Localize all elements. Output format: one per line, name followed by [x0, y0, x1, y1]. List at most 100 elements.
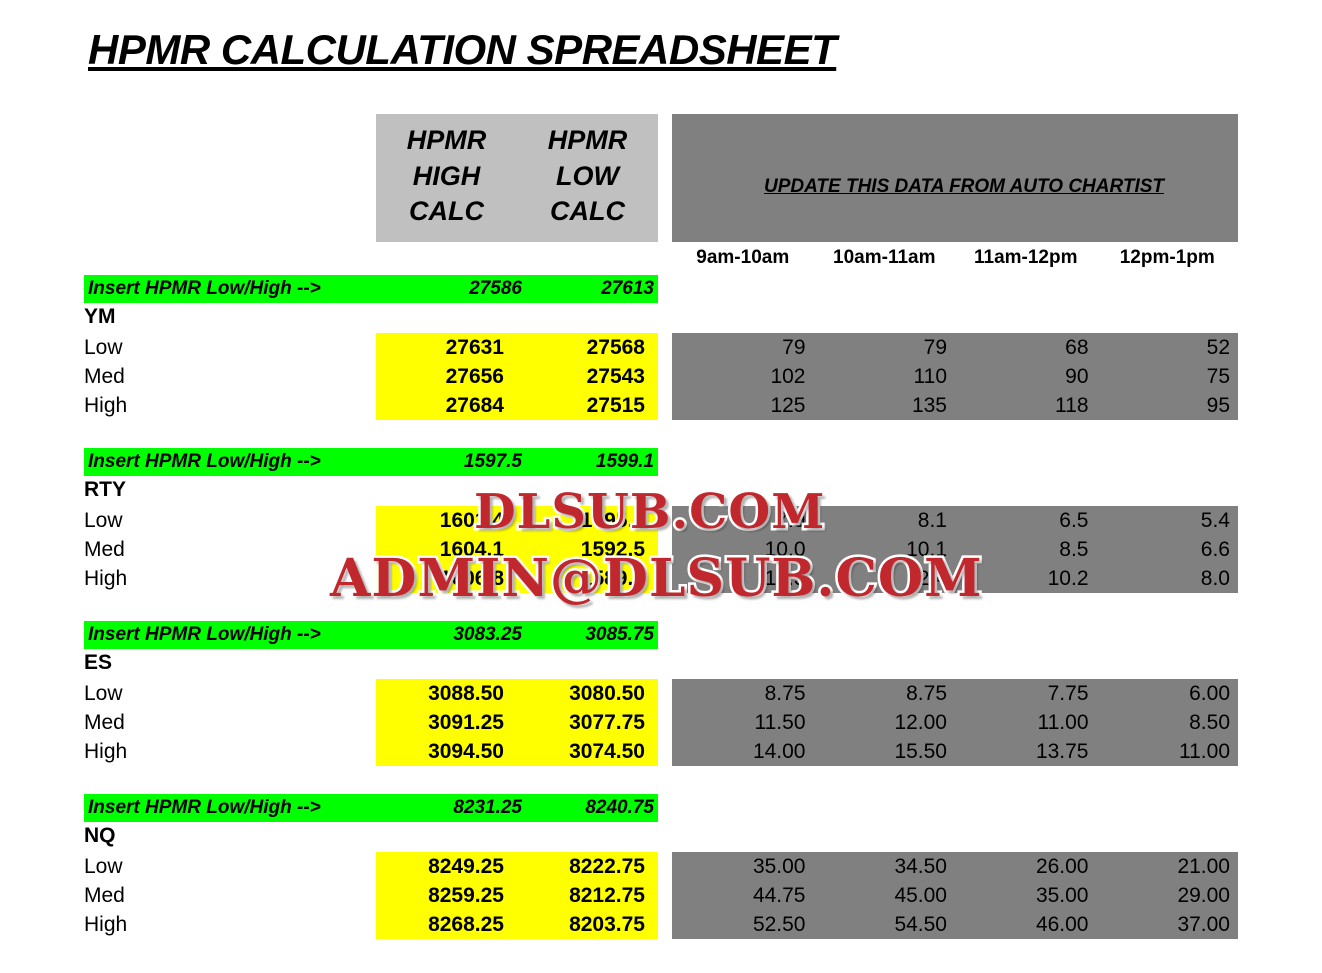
hourly-data-cell[interactable]: 68: [1065, 336, 1089, 359]
hourly-data-cell[interactable]: 10.1: [906, 538, 947, 561]
hourly-data-cell[interactable]: 7.75: [1047, 682, 1089, 705]
insert-hpmr-label: Insert HPMR Low/High -->: [88, 451, 321, 472]
hpmr-low-calc-cell: 3074.50: [569, 740, 645, 763]
hourly-data-cell[interactable]: 21.00: [1177, 855, 1230, 878]
hpmr-high-calc-cell: 27631: [445, 336, 504, 359]
hpmr-low-calc-line3: CALC: [550, 196, 625, 227]
row-label: Med: [84, 884, 125, 907]
hourly-data-cell[interactable]: 44.75: [752, 884, 806, 907]
hourly-data-cell[interactable]: 8.1: [917, 509, 947, 532]
row-label: Low: [84, 855, 123, 878]
hpmr-low-calc-cell: 1592.5: [580, 538, 645, 561]
hpmr-high-calc-cell: 27656: [445, 365, 504, 388]
insert-hpmr-row[interactable]: Insert HPMR Low/High --> 3083.25 3085.75: [84, 621, 658, 649]
page-title: HPMR CALCULATION SPREADSHEET: [88, 26, 837, 73]
data-row: 79 79 68 52: [672, 333, 1238, 362]
calc-row: 1604.1 1592.5: [376, 535, 658, 564]
hourly-data-cell[interactable]: 26.00: [1035, 855, 1089, 878]
insert-hpmr-high-value[interactable]: 8240.75: [585, 797, 654, 818]
hourly-data-cell[interactable]: 135: [911, 394, 947, 417]
hourly-data-cell[interactable]: 11.00: [1179, 740, 1230, 763]
row-label: High: [84, 394, 128, 417]
hourly-data-cell[interactable]: 12.3: [764, 567, 806, 590]
hourly-data-cell[interactable]: 52: [1206, 336, 1230, 359]
hourly-data-cell[interactable]: 110: [913, 365, 947, 388]
hpmr-low-calc-cell: 8212.75: [569, 884, 645, 907]
hourly-data-cell[interactable]: 79: [923, 336, 947, 359]
row-label: Med: [84, 711, 125, 734]
hpmr-high-calc-line2: HIGH: [412, 160, 481, 191]
hourly-data-cell[interactable]: 6.6: [1200, 538, 1230, 561]
hpmr-high-calc-cell: 8249.25: [428, 855, 504, 878]
hourly-data-cell[interactable]: 10.2: [1047, 567, 1089, 590]
hourly-data-cell[interactable]: 8.0: [1200, 567, 1230, 590]
hpmr-high-calc-cell: 27684: [445, 394, 504, 417]
hourly-data-cell[interactable]: 79: [782, 336, 806, 359]
hourly-data-cell[interactable]: 35.00: [752, 855, 806, 878]
update-data-banner: UPDATE THIS DATA FROM AUTO CHARTIST: [672, 114, 1238, 242]
insert-hpmr-low-value[interactable]: 1597.5: [463, 451, 522, 472]
hourly-data-cell[interactable]: 37.00: [1177, 913, 1230, 936]
insert-hpmr-low-value[interactable]: 8231.25: [453, 797, 522, 818]
hpmr-high-calc-line1: HPMR: [406, 125, 487, 155]
hourly-data-cell[interactable]: 7.9: [776, 509, 806, 532]
hourly-data-box: 8.75 8.75 7.75 6.00 11.50 12.00 11.00 8.50 14.00…: [672, 679, 1238, 766]
hourly-data-cell[interactable]: 11.00: [1037, 711, 1089, 734]
hpmr-high-calc-cell: 8268.25: [428, 913, 504, 936]
insert-hpmr-row[interactable]: Insert HPMR Low/High --> 27586 27613: [84, 275, 658, 303]
row-labels: Low Med High: [84, 506, 127, 593]
hourly-data-cell[interactable]: 13.75: [1035, 740, 1089, 763]
hpmr-high-calc-cell: 3094.50: [428, 740, 504, 763]
data-row: 10.0 10.1 8.5 6.6: [672, 535, 1238, 564]
insert-hpmr-high-value[interactable]: 27613: [601, 278, 654, 299]
hourly-data-cell[interactable]: 45.00: [894, 884, 947, 907]
hourly-data-box: 79 79 68 52 102 110 90 75 125 135 118 95: [672, 333, 1238, 420]
hourly-data-cell[interactable]: 10.0: [764, 538, 806, 561]
hourly-data-cell[interactable]: 8.75: [906, 682, 947, 705]
hourly-data-cell[interactable]: 46.00: [1035, 913, 1089, 936]
hourly-data-cell[interactable]: 90: [1065, 365, 1089, 388]
insert-hpmr-high-value[interactable]: 1599.1: [595, 451, 654, 472]
data-row: 12.3 12.4 10.2 8.0: [672, 564, 1238, 593]
hpmr-low-calc-cell: 27515: [586, 394, 645, 417]
calc-row: 3094.50 3074.50: [376, 737, 658, 766]
hourly-data-cell[interactable]: 15.50: [894, 740, 947, 763]
hpmr-low-calc-cell: 3077.75: [569, 711, 645, 734]
hourly-data-cell[interactable]: 54.50: [894, 913, 947, 936]
hourly-data-cell[interactable]: 118: [1055, 394, 1089, 417]
hourly-data-cell[interactable]: 6.00: [1189, 682, 1230, 705]
row-labels: Low Med High: [84, 852, 127, 939]
hpmr-high-calc-cell: 8259.25: [428, 884, 504, 907]
hourly-data-cell[interactable]: 52.50: [752, 913, 806, 936]
hpmr-low-calc-cell: 8222.75: [569, 855, 645, 878]
data-row: 44.75 45.00 35.00 29.00: [672, 881, 1238, 910]
calc-row: 3088.50 3080.50: [376, 679, 658, 708]
hourly-data-cell[interactable]: 8.75: [764, 682, 806, 705]
hourly-data-cell[interactable]: 29.00: [1177, 884, 1230, 907]
hourly-data-cell[interactable]: 8.5: [1059, 538, 1089, 561]
hourly-data-box: 7.9 8.1 6.5 5.4 10.0 10.1 8.5 6.6 12.3 12.4 10.2 8.…: [672, 506, 1238, 593]
hourly-data-cell[interactable]: 14.00: [752, 740, 806, 763]
hourly-data-cell[interactable]: 35.00: [1035, 884, 1089, 907]
calc-row: 1601.4 1595.3: [376, 506, 658, 535]
hourly-data-cell[interactable]: 75: [1206, 365, 1230, 388]
hourly-data-cell[interactable]: 125: [770, 394, 806, 417]
insert-hpmr-low-value[interactable]: 27586: [469, 278, 522, 299]
hourly-data-cell[interactable]: 34.50: [894, 855, 947, 878]
hourly-data-cell[interactable]: 12.00: [894, 711, 947, 734]
insert-hpmr-low-value[interactable]: 3083.25: [453, 624, 522, 645]
hourly-data-cell[interactable]: 11.50: [754, 711, 806, 734]
calc-row: 8268.25 8203.75: [376, 910, 658, 939]
hourly-data-cell[interactable]: 8.50: [1189, 711, 1230, 734]
hourly-data-cell[interactable]: 102: [770, 365, 806, 388]
insert-hpmr-row[interactable]: Insert HPMR Low/High --> 1597.5 1599.1: [84, 448, 658, 476]
insert-hpmr-high-value[interactable]: 3085.75: [585, 624, 654, 645]
insert-hpmr-label: Insert HPMR Low/High -->: [88, 624, 321, 645]
row-label: Med: [84, 538, 125, 561]
hourly-data-cell[interactable]: 6.5: [1059, 509, 1089, 532]
hpmr-high-calc-line3: CALC: [409, 196, 484, 227]
hourly-data-cell[interactable]: 12.4: [906, 567, 947, 590]
hourly-data-cell[interactable]: 5.4: [1200, 509, 1230, 532]
insert-hpmr-row[interactable]: Insert HPMR Low/High --> 8231.25 8240.75: [84, 794, 658, 822]
hourly-data-cell[interactable]: 95: [1206, 394, 1230, 417]
